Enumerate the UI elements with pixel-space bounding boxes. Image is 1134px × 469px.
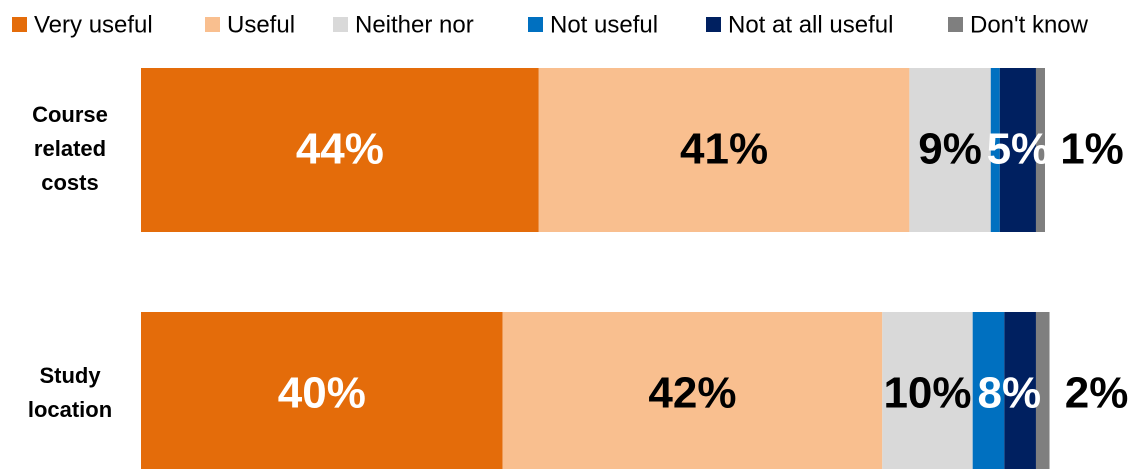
bar-segment xyxy=(538,68,910,232)
bar-segment xyxy=(1004,312,1036,469)
bar-segment xyxy=(1035,68,1045,232)
data-label: 40% xyxy=(278,369,366,418)
legend-label: Neither nor xyxy=(355,11,474,38)
category-label: Course related costs xyxy=(32,102,108,195)
bar-segment xyxy=(999,68,1036,232)
data-label: 44% xyxy=(296,125,384,174)
bar-segment xyxy=(502,312,883,469)
legend-swatch xyxy=(948,17,963,32)
legend-label: Very useful xyxy=(34,11,153,38)
annotation: 5% xyxy=(987,125,1051,174)
legend-label: Not useful xyxy=(550,11,658,38)
legend-swatch xyxy=(706,17,721,32)
category-label: Study location xyxy=(28,363,112,422)
legend-swatch xyxy=(205,17,220,32)
bar-segment xyxy=(909,68,991,232)
bar-segment xyxy=(882,312,973,469)
data-label: 10% xyxy=(883,369,971,418)
annotation: 8% xyxy=(978,369,1042,418)
legend-label: Not at all useful xyxy=(728,11,893,38)
data-label: 2% xyxy=(1065,369,1129,418)
legend-swatch xyxy=(12,17,27,32)
bar-segment xyxy=(141,68,539,232)
bar-segment xyxy=(990,68,1000,232)
legend-swatch xyxy=(333,17,348,32)
legend-swatch xyxy=(528,17,543,32)
data-label: 42% xyxy=(648,369,736,418)
legend-label: Useful xyxy=(227,11,295,38)
bar-segment xyxy=(1035,312,1050,469)
legend-label: Don't know xyxy=(970,11,1089,38)
bar-segment xyxy=(972,312,1005,469)
data-label: 1% xyxy=(1060,125,1124,174)
data-label: 9% xyxy=(918,125,982,174)
data-label: 41% xyxy=(680,125,768,174)
bar-segment xyxy=(141,312,503,469)
